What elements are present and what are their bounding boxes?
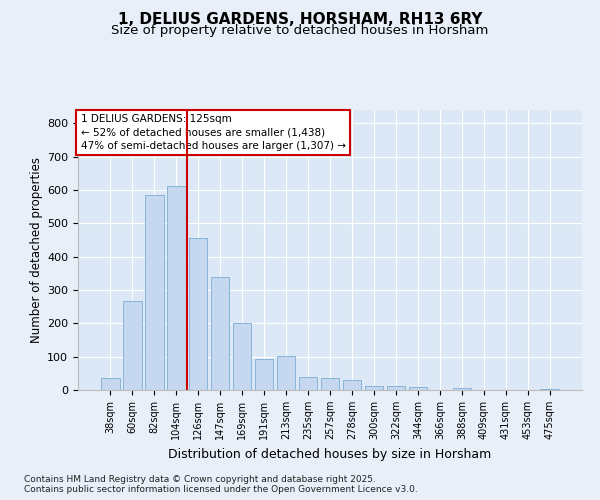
- Bar: [233, 322, 251, 390]
- Y-axis label: Number of detached properties: Number of detached properties: [30, 157, 43, 343]
- Bar: [255, 360, 274, 390]
- Text: Size of property relative to detached houses in Horsham: Size of property relative to detached ho…: [112, 24, 488, 37]
- Bar: [343, 380, 361, 390]
- Bar: [123, 301, 142, 390]
- Bar: [145, 195, 164, 390]
- Bar: [167, 186, 185, 390]
- Bar: [452, 388, 471, 390]
- Text: Contains HM Land Registry data © Crown copyright and database right 2025.
Contai: Contains HM Land Registry data © Crown c…: [24, 474, 418, 494]
- Bar: [189, 238, 208, 390]
- Bar: [541, 388, 559, 390]
- Bar: [101, 378, 119, 390]
- Bar: [320, 378, 340, 390]
- Bar: [211, 278, 229, 390]
- Bar: [365, 386, 383, 390]
- Bar: [409, 386, 427, 390]
- Bar: [277, 356, 295, 390]
- Bar: [386, 386, 405, 390]
- Text: 1 DELIUS GARDENS: 125sqm
← 52% of detached houses are smaller (1,438)
47% of sem: 1 DELIUS GARDENS: 125sqm ← 52% of detach…: [80, 114, 346, 150]
- Text: 1, DELIUS GARDENS, HORSHAM, RH13 6RY: 1, DELIUS GARDENS, HORSHAM, RH13 6RY: [118, 12, 482, 28]
- X-axis label: Distribution of detached houses by size in Horsham: Distribution of detached houses by size …: [169, 448, 491, 460]
- Bar: [299, 378, 317, 390]
